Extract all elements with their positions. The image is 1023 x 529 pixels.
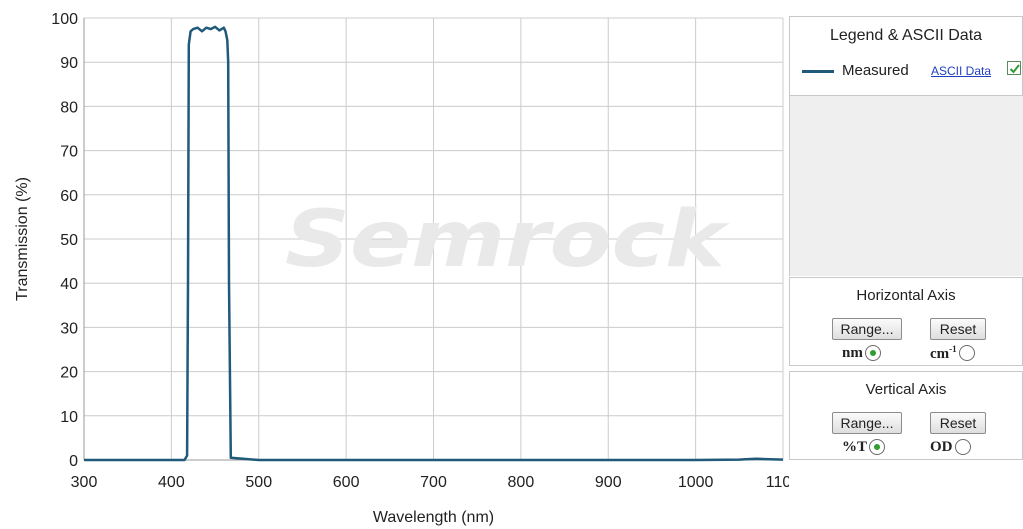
x-tick-label: 600 [333, 474, 360, 491]
legend-swatch-measured [802, 70, 834, 73]
y-tick-label: 60 [60, 188, 78, 205]
chart-grid [83, 17, 784, 461]
y-tick-label: 80 [60, 99, 78, 116]
y-tick-label: 20 [60, 365, 78, 382]
horizontal-reset-button[interactable]: Reset [930, 318, 986, 340]
x-tick-label: 900 [595, 474, 622, 491]
series-layer [84, 25, 784, 462]
optical-density-label: OD [930, 438, 953, 455]
y-tick-label: 0 [69, 453, 78, 470]
transmission-chart: Semrock 0 10 20 30 40 50 60 70 80 90 100 300 400 500… [14, 11, 789, 526]
nm-radio[interactable] [864, 345, 881, 361]
ascii-data-link[interactable]: ASCII Data [931, 64, 992, 78]
legend-label-measured: Measured [842, 62, 909, 79]
y-tick-label: 100 [51, 11, 78, 28]
horizontal-range-button[interactable]: Range... [832, 318, 902, 340]
x-tick-labels: 300 400 500 600 700 800 900 1000 1100 [71, 474, 789, 491]
semrock-watermark: Semrock [285, 195, 730, 285]
transmission-label: %T [842, 438, 868, 455]
x-tick-label: 700 [420, 474, 447, 491]
panel-background [789, 96, 1023, 276]
wavenumber-option: cm-1 [930, 343, 975, 363]
legend-panel: Legend & ASCII Data Measured ASCII Data [789, 16, 1023, 96]
vertical-range-button[interactable]: Range... [832, 412, 902, 434]
vertical-axis-panel: Vertical Axis Range... Reset %T OD [789, 371, 1023, 460]
transmission-option: %T [842, 437, 886, 457]
vertical-axis-title: Vertical Axis [865, 381, 947, 398]
y-tick-label: 10 [60, 409, 78, 426]
horizontal-axis-panel: Horizontal Axis Range... Reset nm cm-1 [789, 277, 1023, 366]
wavenumber-radio[interactable] [958, 345, 975, 361]
x-tick-label: 800 [508, 474, 535, 491]
x-axis-title: Wavelength (nm) [373, 509, 494, 526]
y-tick-label: 40 [60, 276, 78, 293]
checkmark-icon [1009, 64, 1020, 74]
x-tick-label: 300 [71, 474, 98, 491]
x-tick-label: 1100 [766, 474, 789, 491]
x-tick-label: 1000 [678, 474, 714, 491]
wavenumber-label: cm-1 [930, 343, 957, 362]
y-tick-labels: 0 10 20 30 40 50 60 70 80 90 100 [51, 11, 78, 470]
vertical-reset-button[interactable]: Reset [930, 412, 986, 434]
nm-label: nm [842, 344, 863, 361]
optical-density-radio[interactable] [954, 439, 971, 455]
transmission-radio[interactable] [869, 439, 886, 455]
y-tick-label: 70 [60, 144, 78, 161]
x-tick-label: 500 [245, 474, 272, 491]
legend-panel-title: Legend & ASCII Data [829, 27, 983, 44]
nm-option: nm [842, 343, 881, 363]
x-tick-label: 400 [158, 474, 185, 491]
y-tick-label: 50 [60, 232, 78, 249]
y-axis-title: Transmission (%) [14, 177, 31, 301]
optical-density-option: OD [930, 437, 971, 457]
series-line-measured [84, 25, 784, 462]
measured-visibility-checkbox[interactable] [1007, 61, 1021, 75]
y-tick-label: 30 [60, 320, 78, 337]
y-tick-label: 90 [60, 55, 78, 72]
horizontal-axis-title: Horizontal Axis [856, 287, 956, 304]
